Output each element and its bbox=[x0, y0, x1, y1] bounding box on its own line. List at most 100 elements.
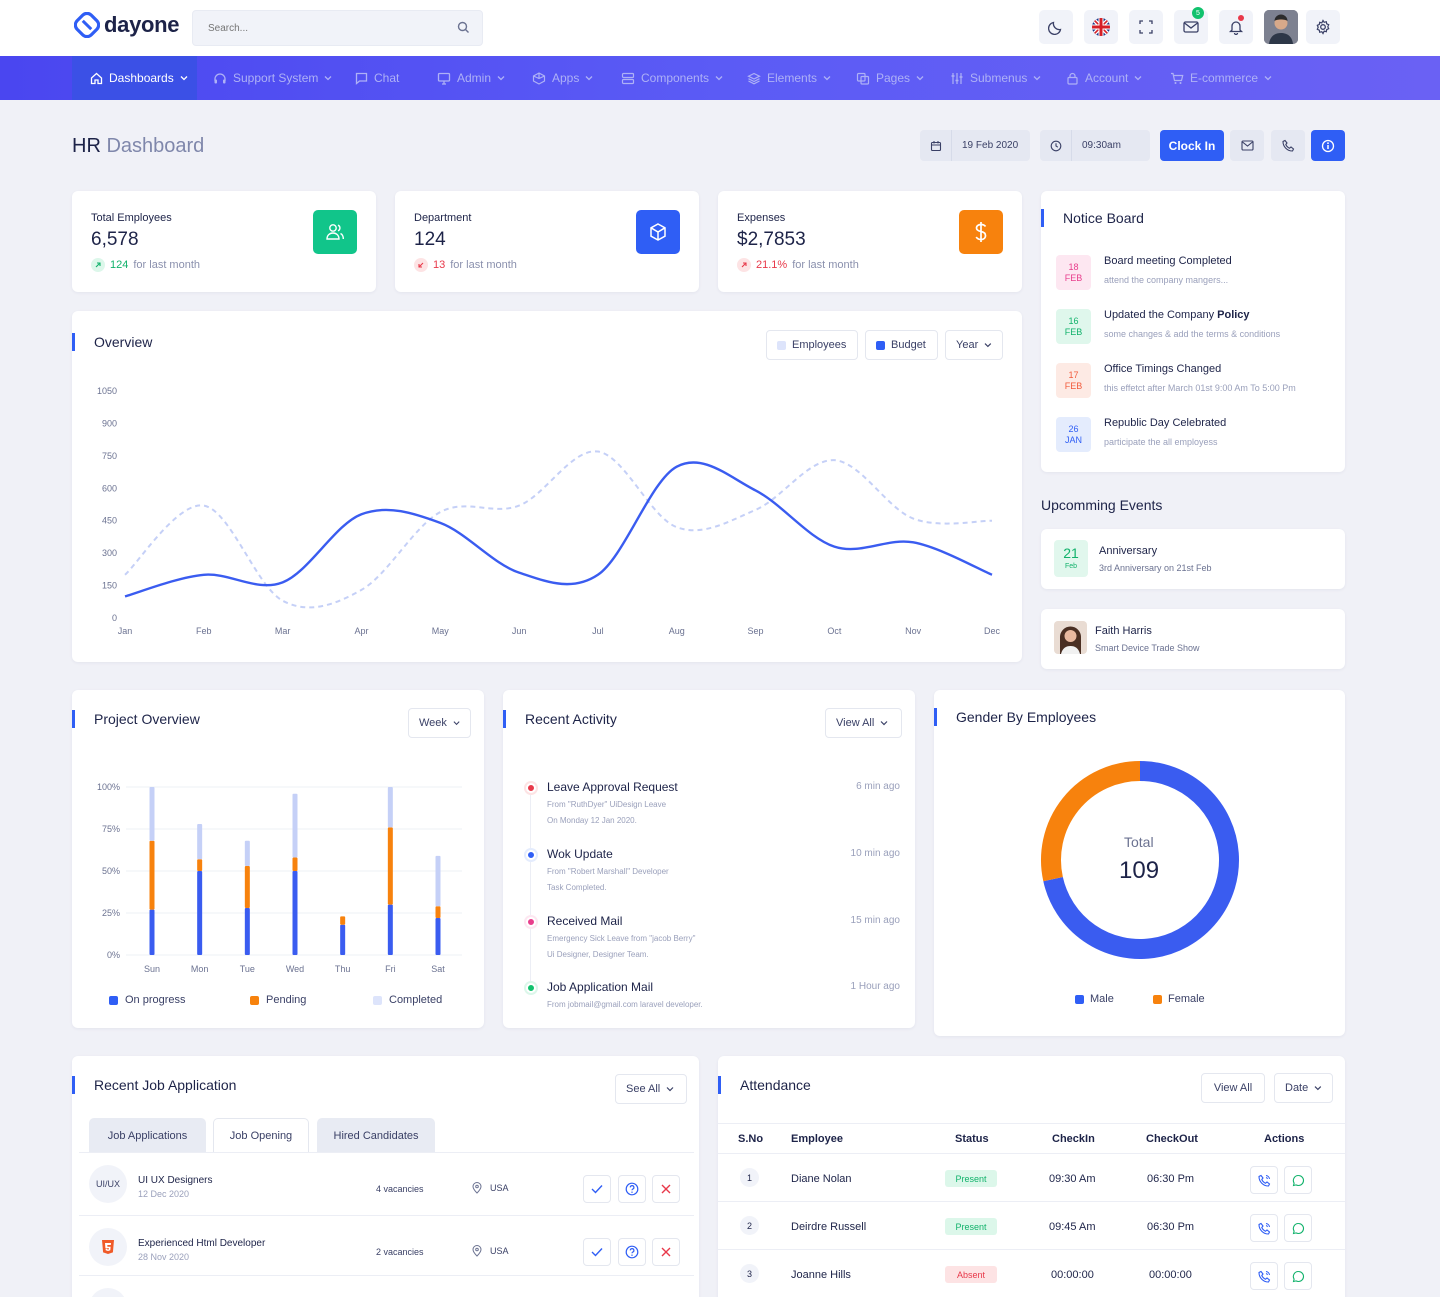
x-tick-label: Jul bbox=[592, 626, 604, 636]
mail-button[interactable] bbox=[1230, 130, 1264, 161]
logo[interactable]: dayone bbox=[74, 12, 180, 38]
gender-card: Gender By Employees Total 109 Male Femal… bbox=[934, 690, 1345, 1036]
time-picker[interactable]: 09:30am bbox=[1040, 130, 1150, 161]
gender-title: Gender By Employees bbox=[934, 708, 1096, 726]
bar-segment-completed bbox=[244, 840, 250, 866]
nav-label: Admin bbox=[457, 71, 492, 85]
stat-delta: 21.1% bbox=[756, 259, 788, 271]
legend-female: Female bbox=[1153, 993, 1205, 1005]
button-label: See All bbox=[626, 1083, 661, 1095]
bar-segment-pending bbox=[387, 827, 393, 905]
trend-up-icon bbox=[91, 258, 105, 272]
tab-job-applications[interactable]: Job Applications bbox=[89, 1118, 206, 1153]
nav-account[interactable]: Account bbox=[1066, 56, 1142, 100]
legend-employees-toggle[interactable]: Employees bbox=[766, 330, 858, 360]
job-row[interactable]: Experienced Html Developer 28 Nov 2020 2… bbox=[79, 1215, 694, 1275]
approve-button[interactable] bbox=[583, 1238, 611, 1266]
project-range-select[interactable]: Week bbox=[408, 708, 471, 738]
legend-male: Male bbox=[1075, 993, 1114, 1005]
notice-item[interactable]: 17 FEB Office Timings Changed this effetct… bbox=[1056, 363, 1296, 398]
page-title: HR Dashboard bbox=[72, 135, 204, 158]
y-tick-label: 750 bbox=[102, 451, 117, 461]
range-label: Year bbox=[956, 339, 979, 351]
notice-item[interactable]: 18 FEB Board meeting Completed attend the … bbox=[1056, 255, 1232, 290]
help-button[interactable] bbox=[618, 1175, 646, 1203]
notification-dot bbox=[1238, 15, 1244, 21]
bar-segment-pending bbox=[149, 840, 155, 910]
lock-icon bbox=[1067, 72, 1078, 85]
approve-button[interactable] bbox=[583, 1175, 611, 1203]
reject-button[interactable] bbox=[652, 1238, 680, 1266]
tab-job-opening[interactable]: Job Opening bbox=[213, 1118, 309, 1153]
attendance-view-all-button[interactable]: View All bbox=[1201, 1073, 1265, 1103]
activity-sub: From "Robert Marshall" Developer bbox=[547, 867, 669, 876]
nav-dashboards[interactable]: Dashboards bbox=[72, 56, 197, 100]
settings-button[interactable] bbox=[1306, 10, 1340, 44]
overview-range-select[interactable]: Year bbox=[945, 330, 1003, 360]
chevron-down-icon bbox=[1314, 1086, 1322, 1091]
jobs-see-all-button[interactable]: See All bbox=[615, 1074, 687, 1104]
chevron-down-icon bbox=[916, 76, 924, 81]
nav-label: Account bbox=[1085, 71, 1129, 85]
pages-icon bbox=[856, 72, 870, 85]
status-badge: Present bbox=[945, 1218, 997, 1235]
layers-icon bbox=[621, 72, 635, 84]
legend-swatch bbox=[1075, 994, 1084, 1004]
search-input[interactable] bbox=[193, 11, 433, 45]
legend-on-progress: On progress bbox=[109, 994, 186, 1006]
nav-admin[interactable]: Admin bbox=[437, 56, 505, 100]
clock-in-button[interactable]: Clock In bbox=[1160, 130, 1224, 161]
message-button[interactable] bbox=[1284, 1262, 1312, 1290]
clock-icon bbox=[1050, 140, 1061, 151]
x-tick-label: Jun bbox=[512, 626, 527, 636]
call-button[interactable] bbox=[1250, 1214, 1278, 1242]
nav-elements[interactable]: Elements bbox=[747, 56, 831, 100]
attendance-date-select[interactable]: Date bbox=[1274, 1073, 1333, 1103]
fullscreen-button[interactable] bbox=[1129, 10, 1163, 44]
nav-submenus[interactable]: Submenus bbox=[950, 56, 1041, 100]
nav-chat[interactable]: Chat bbox=[355, 56, 399, 100]
reject-button[interactable] bbox=[652, 1175, 680, 1203]
message-button[interactable] bbox=[1284, 1166, 1312, 1194]
call-button[interactable] bbox=[1271, 130, 1305, 161]
nav-apps[interactable]: Apps bbox=[532, 56, 593, 100]
legend-swatch bbox=[1153, 994, 1162, 1004]
activity-sub: Emergency Sick Leave from "jacob Berry" bbox=[547, 934, 696, 943]
nav-pages[interactable]: Pages bbox=[856, 56, 924, 100]
messages-button[interactable]: 5 bbox=[1174, 7, 1208, 44]
nav-ecommerce[interactable]: E-commerce bbox=[1170, 56, 1272, 100]
job-row[interactable]: UI/UX UI UX Designers 12 Dec 2020 4 vaca… bbox=[79, 1152, 694, 1212]
call-button[interactable] bbox=[1250, 1262, 1278, 1290]
series-line-budget bbox=[124, 461, 993, 598]
info-button[interactable] bbox=[1311, 130, 1345, 161]
notifications-button[interactable] bbox=[1219, 10, 1253, 44]
bar-segment-completed bbox=[292, 793, 298, 858]
legend-label: Employees bbox=[792, 339, 847, 351]
stat-label: Total Employees bbox=[91, 212, 172, 224]
y-tick-label: 1050 bbox=[97, 386, 117, 396]
tab-hired-candidates[interactable]: Hired Candidates bbox=[317, 1118, 435, 1153]
job-row[interactable] bbox=[79, 1275, 694, 1297]
legend-budget-toggle[interactable]: Budget bbox=[865, 330, 938, 360]
event-person[interactable]: Faith Harris Smart Device Trade Show bbox=[1041, 609, 1345, 669]
event-anniversary[interactable]: 21 Feb Anniversary 3rd Anniversary on 21… bbox=[1041, 529, 1345, 589]
activity-time: 15 min ago bbox=[850, 915, 900, 926]
chevron-down-icon bbox=[880, 721, 888, 726]
notice-item[interactable]: 16 FEB Updated the Company Policy some cha… bbox=[1056, 309, 1280, 344]
phone-icon bbox=[1257, 1222, 1270, 1235]
activity-view-all-button[interactable]: View All bbox=[825, 708, 902, 738]
chevron-down-icon bbox=[497, 76, 505, 81]
notice-item[interactable]: 26 JAN Republic Day Celebrated participate… bbox=[1056, 417, 1226, 452]
location-pin-icon bbox=[472, 1245, 482, 1257]
theme-toggle-button[interactable] bbox=[1039, 10, 1073, 44]
search-icon[interactable] bbox=[457, 21, 470, 34]
date-picker[interactable]: 19 Feb 2020 bbox=[920, 130, 1030, 161]
avatar[interactable] bbox=[1264, 10, 1298, 44]
language-button[interactable] bbox=[1084, 10, 1118, 44]
nav-support-system[interactable]: Support System bbox=[213, 56, 332, 100]
nav-components[interactable]: Components bbox=[621, 56, 723, 100]
call-button[interactable] bbox=[1250, 1166, 1278, 1194]
message-button[interactable] bbox=[1284, 1214, 1312, 1242]
help-button[interactable] bbox=[618, 1238, 646, 1266]
job-location-text: USA bbox=[490, 1183, 509, 1193]
